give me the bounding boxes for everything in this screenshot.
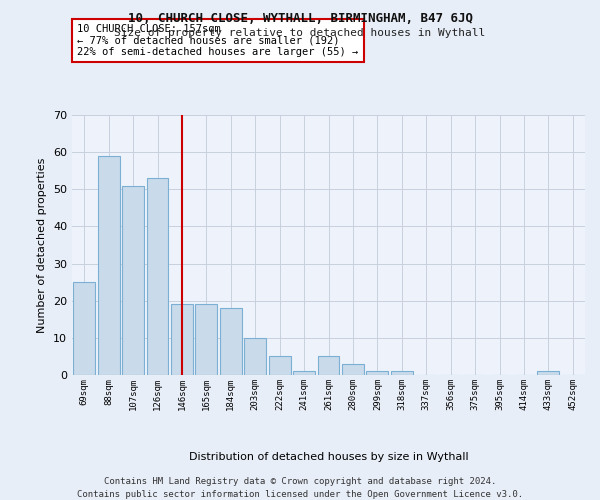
Text: Contains HM Land Registry data © Crown copyright and database right 2024.: Contains HM Land Registry data © Crown c… (104, 478, 496, 486)
Bar (220, 308, 242, 375)
Bar (293, 372, 315, 375)
Y-axis label: Number of detached properties: Number of detached properties (37, 158, 47, 332)
Bar (391, 372, 413, 375)
Bar (342, 364, 364, 375)
Bar (538, 372, 559, 375)
Bar (317, 356, 340, 375)
Bar (269, 356, 290, 375)
Text: 10 CHURCH CLOSE: 157sqm
← 77% of detached houses are smaller (192)
22% of semi-d: 10 CHURCH CLOSE: 157sqm ← 77% of detache… (77, 24, 358, 57)
Bar (171, 304, 193, 375)
Bar (146, 178, 169, 375)
Bar (367, 372, 388, 375)
Bar (196, 304, 217, 375)
Text: 10, CHURCH CLOSE, WYTHALL, BIRMINGHAM, B47 6JQ: 10, CHURCH CLOSE, WYTHALL, BIRMINGHAM, B… (128, 12, 473, 26)
Bar (73, 282, 95, 375)
Bar (122, 186, 144, 375)
Bar (244, 338, 266, 375)
Bar (98, 156, 119, 375)
Text: Size of property relative to detached houses in Wythall: Size of property relative to detached ho… (115, 28, 485, 38)
X-axis label: Distribution of detached houses by size in Wythall: Distribution of detached houses by size … (188, 452, 469, 462)
Text: Contains public sector information licensed under the Open Government Licence v3: Contains public sector information licen… (77, 490, 523, 499)
